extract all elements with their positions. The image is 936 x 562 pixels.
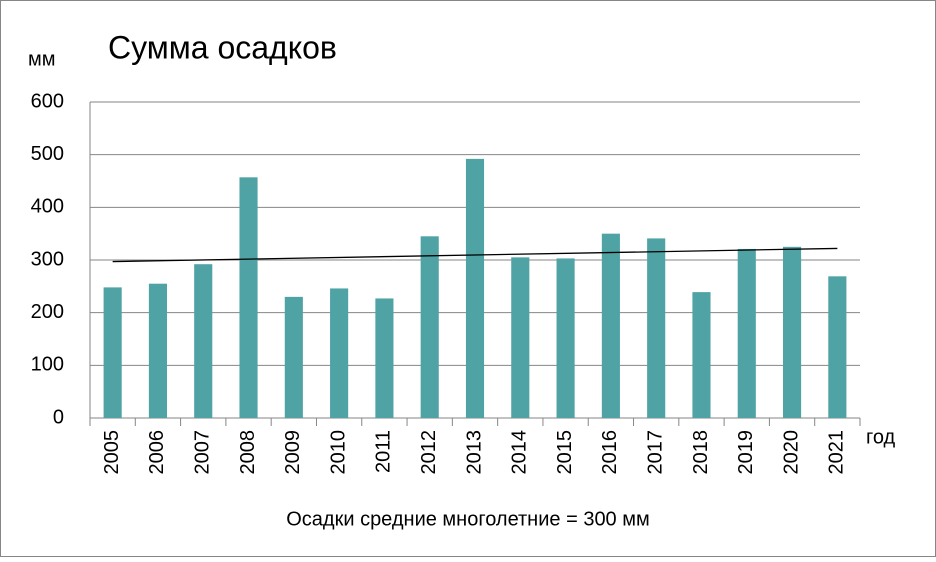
x-tick-label: 2021 [826,430,848,475]
y-tick-label: 200 [31,301,64,323]
x-tick-label: 2011 [373,430,395,473]
y-tick-label: 500 [31,143,64,165]
bar [330,288,349,418]
x-tick-label: 2008 [237,430,259,475]
x-tick-label: 2013 [463,430,485,475]
y-tick-label: 600 [31,90,64,112]
x-tick-label: 2018 [690,430,712,475]
bar [511,257,530,418]
trend-line [112,247,838,263]
bar [783,246,802,418]
bar [647,238,666,418]
bar [556,258,575,418]
x-tick-label: 2006 [146,430,168,475]
chart-title: Сумма осадков [108,29,337,65]
y-tick-label: 300 [31,248,64,270]
bar [148,283,167,418]
x-tick-label: 2009 [282,430,304,475]
x-tick-label: 2010 [327,430,349,475]
x-tick-label: 2020 [780,430,802,475]
x-tick-label: 2019 [735,430,757,475]
bar [465,158,485,418]
x-tick-label: 2012 [418,430,440,475]
bar [828,276,847,418]
x-tick-label: 2007 [192,430,214,475]
bar [420,236,439,418]
y-axis-label: мм [28,48,56,70]
bar [375,298,394,418]
y-tick-label: 400 [31,196,64,218]
bar [601,233,620,418]
y-tick-label: 0 [53,406,64,428]
bar [737,248,756,418]
x-tick-label: 2015 [554,430,576,475]
bar [103,287,122,418]
x-tick-label: 2016 [599,430,621,475]
bar [692,292,711,418]
x-tick-label: 2017 [644,430,666,475]
x-tick-label: 2005 [101,430,123,475]
bar [239,177,258,418]
x-tick-label: 2014 [509,430,531,475]
bar [284,296,303,418]
note: Осадки средние многолетние = 300 мм [286,508,650,530]
bar [194,264,213,418]
y-tick-label: 100 [31,354,64,376]
x-axis-label: год [866,426,896,448]
